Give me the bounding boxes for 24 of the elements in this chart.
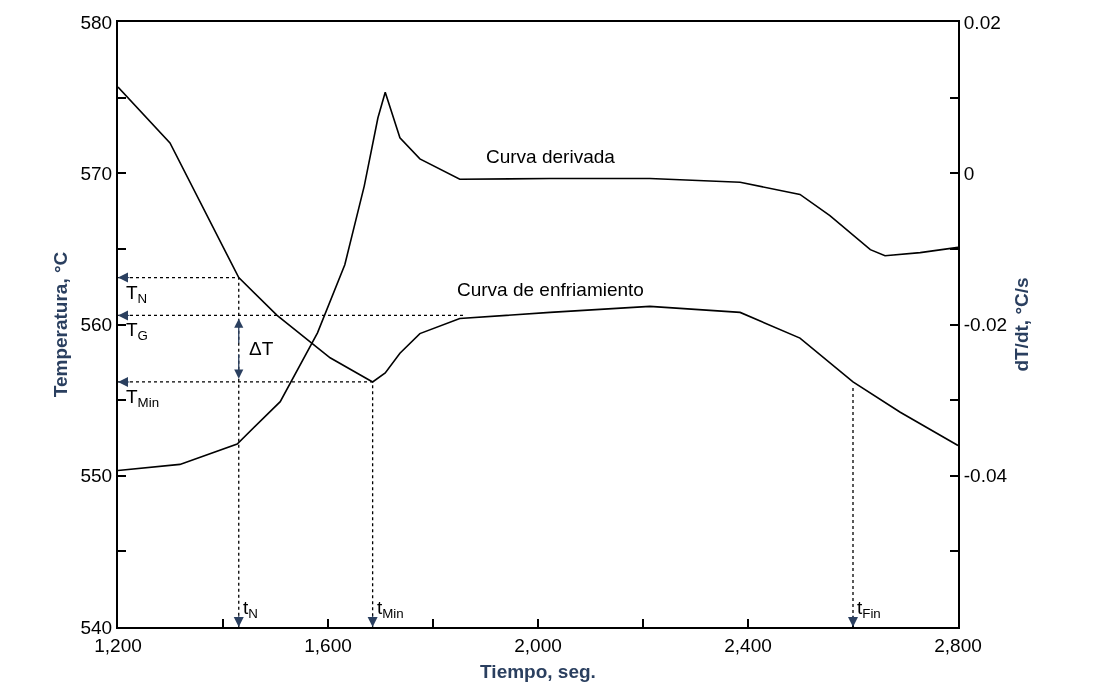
annotation: t$_{Fin}$ — [857, 597, 881, 621]
y-tick-label: 570 — [80, 162, 113, 184]
annotation: T$_{Min}$ — [126, 386, 160, 410]
y2-axis-title: dT/dt, °C/s — [1010, 277, 1032, 372]
annotation: T$_{N}$ — [126, 282, 148, 306]
x-tick-label: 2,000 — [514, 634, 562, 656]
annotation: ΔT — [249, 338, 274, 359]
x-tick-label: 1,600 — [304, 634, 352, 656]
x-tick-label: 2,800 — [934, 634, 982, 656]
y2-tick-label: 0.02 — [963, 11, 1001, 33]
y2-tick-label: -0.04 — [963, 465, 1008, 487]
x-tick-label: 2,400 — [724, 634, 772, 656]
series-label: Curva derivada — [486, 146, 616, 167]
x-axis-title: Tiempo, seg. — [480, 661, 596, 683]
y-axis-title: Temperatura, °C — [49, 251, 71, 398]
annotation: T$_{G}$ — [126, 319, 148, 343]
annotation: t$_{N}$ — [243, 597, 258, 621]
y-tick-label: 550 — [80, 465, 113, 487]
y-tick-label: 560 — [80, 314, 113, 336]
y-tick-label: 580 — [80, 11, 113, 33]
annotation: t$_{Min}$ — [377, 597, 404, 621]
series-label: Curva de enfriamiento — [457, 279, 644, 300]
y2-tick-label: -0.02 — [963, 314, 1008, 336]
y2-tick-label: 0 — [963, 162, 975, 184]
